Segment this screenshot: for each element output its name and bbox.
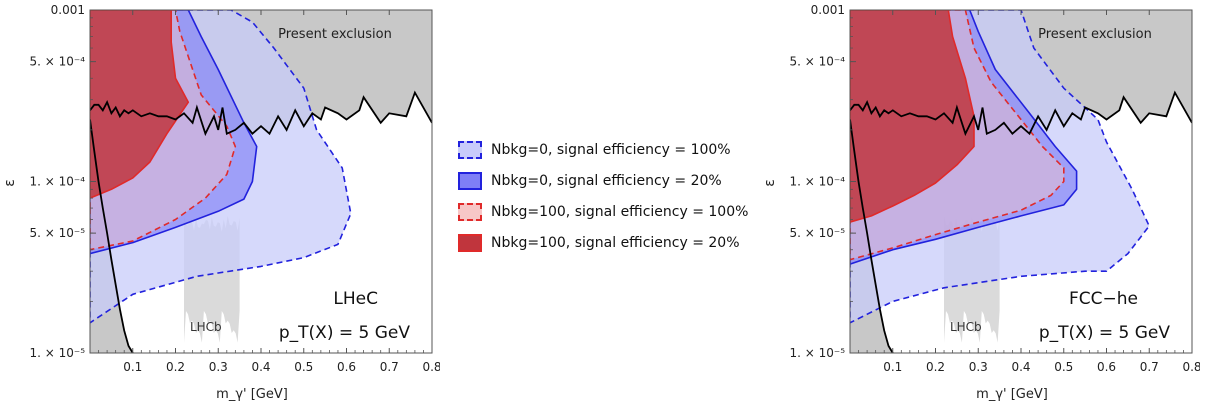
y-tick-label: 0.001	[811, 3, 845, 17]
y-axis-label: ε	[2, 179, 18, 187]
sensitivity-region-4	[850, 10, 975, 223]
lhcb-label: LHCb	[190, 320, 222, 334]
legend-item: Nbkg=0, signal efficiency = 100%	[455, 138, 755, 169]
legend-item: Nbkg=100, signal efficiency = 100%	[455, 200, 755, 231]
legend-label: Nbkg=100, signal efficiency = 100%	[491, 204, 749, 220]
fcc-he-chart: 0.1 0.2 0.3 0.4 0.5 0.6 0.7 0.8 0.001 5. × 10⁻⁴ 1.…	[762, 3, 1200, 402]
x-tick-label: 0.1	[883, 360, 902, 374]
x-tick-label: 0.2	[926, 360, 945, 374]
x-axis-label: m_γ' [GeV]	[976, 387, 1048, 402]
present-exclusion-label: Present exclusion	[1038, 27, 1152, 42]
x-tick-label: 0.7	[1140, 360, 1159, 374]
exclusion-boundary-line	[850, 90, 1192, 137]
x-tick-label: 0.3	[209, 360, 228, 374]
legend-item: Nbkg=0, signal efficiency = 20%	[455, 169, 755, 200]
y-tick-label: 5. × 10⁻⁵	[789, 226, 845, 240]
x-tick-label: 0.4	[1011, 360, 1030, 374]
plot-area	[90, 10, 432, 353]
x-tick-label: 0.4	[251, 360, 270, 374]
legend-item: Nbkg=100, signal efficiency = 20%	[455, 231, 755, 262]
x-tick-label: 0.5	[294, 360, 313, 374]
x-tick-label: 0.7	[380, 360, 399, 374]
legend-swatch	[458, 234, 482, 252]
plot-area	[850, 10, 1192, 353]
kinematics-label: p_T(X) = 5 GeV	[1039, 323, 1170, 343]
x-tick-label: 0.2	[166, 360, 185, 374]
legend-swatch	[458, 203, 482, 221]
exclusion-boundary-line	[90, 90, 432, 137]
legend-label: Nbkg=0, signal efficiency = 100%	[491, 142, 731, 158]
x-tick-label: 0.8	[422, 360, 440, 374]
present-exclusion-label: Present exclusion	[278, 27, 392, 42]
x-tick-label: 0.8	[1182, 360, 1200, 374]
y-tick-label: 5. × 10⁻⁴	[789, 55, 845, 69]
panel-label: LHeC	[333, 289, 378, 309]
y-axis-label: ε	[762, 179, 778, 187]
x-axis-label: m_γ' [GeV]	[216, 387, 288, 402]
x-tick-label: 0.5	[1054, 360, 1073, 374]
beam-dump-boundary-line	[90, 119, 134, 353]
x-tick-label: 0.3	[969, 360, 988, 374]
legend-swatch	[458, 172, 482, 190]
legend-swatch	[458, 141, 482, 159]
x-tick-label: 0.6	[337, 360, 356, 374]
lhec-chart: 0.1 0.2 0.3 0.4 0.5 0.6 0.7 0.8 0.001 5. × 10⁻⁴ 1.…	[2, 3, 440, 402]
legend: Nbkg=0, signal efficiency = 100% Nbkg=0, …	[455, 138, 755, 262]
y-tick-label: 0.001	[51, 3, 85, 17]
panel-label: FCC−he	[1069, 289, 1138, 309]
y-tick-label: 1. × 10⁻⁵	[789, 346, 845, 360]
y-tick-label: 1. × 10⁻⁴	[789, 175, 845, 189]
legend-label: Nbkg=100, signal efficiency = 20%	[491, 235, 740, 251]
y-tick-label: 1. × 10⁻⁵	[29, 346, 85, 360]
kinematics-label: p_T(X) = 5 GeV	[279, 323, 410, 343]
beam-dump-boundary-line	[850, 119, 894, 353]
y-tick-label: 5. × 10⁻⁵	[29, 226, 85, 240]
legend-label: Nbkg=0, signal efficiency = 20%	[491, 173, 722, 189]
x-tick-label: 0.6	[1097, 360, 1116, 374]
x-tick-label: 0.1	[123, 360, 142, 374]
y-tick-label: 1. × 10⁻⁴	[29, 175, 85, 189]
lhcb-label: LHCb	[950, 320, 982, 334]
y-tick-label: 5. × 10⁻⁴	[29, 55, 85, 69]
